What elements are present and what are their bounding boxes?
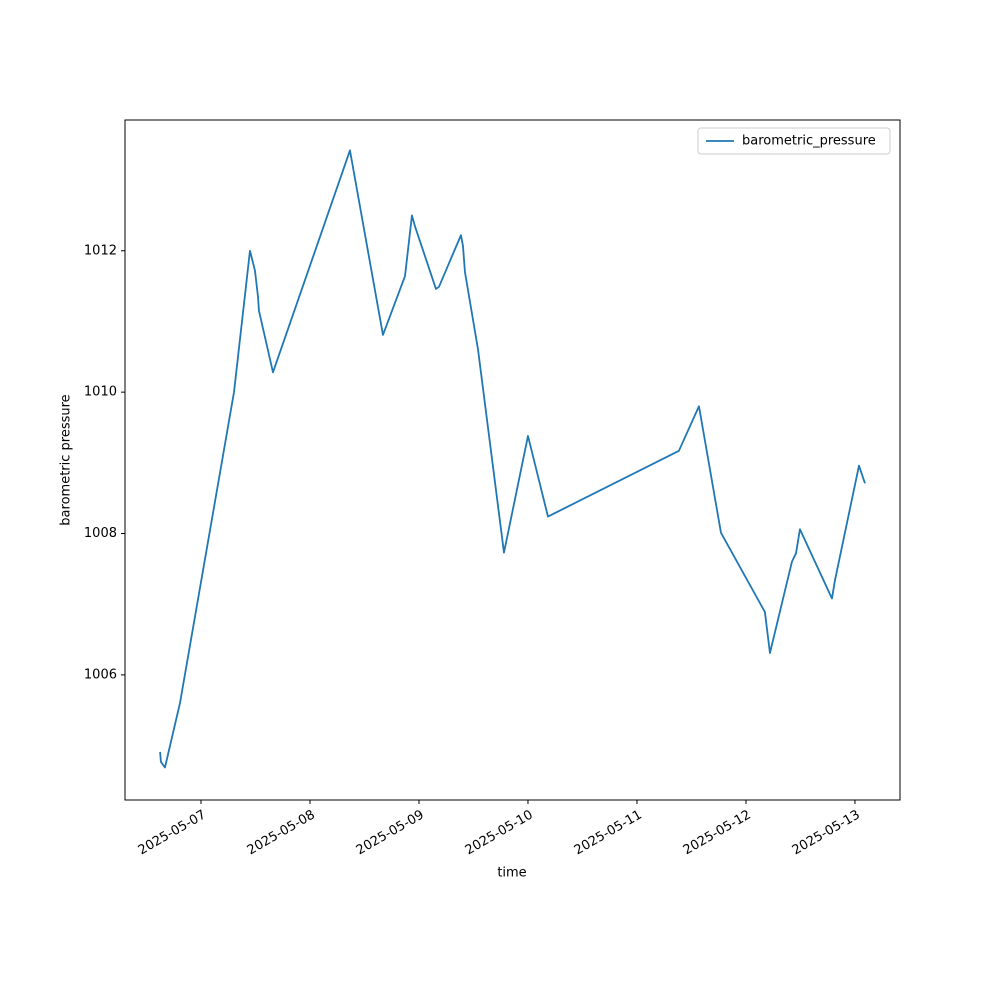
x-tick-label: 2025-05-07 <box>136 808 209 859</box>
y-tick-label: 1008 <box>84 526 117 541</box>
legend-box <box>697 127 891 155</box>
y-axis-label: barometric pressure <box>59 394 74 525</box>
plot-frame <box>124 119 901 801</box>
y-tick-label: 1006 <box>84 667 117 682</box>
legend: barometric_pressure <box>697 127 891 155</box>
x-axis-label: time <box>497 866 526 881</box>
y-tick-label: 1010 <box>84 385 117 400</box>
x-tick-label: 2025-05-13 <box>790 808 863 859</box>
line-series <box>159 149 866 769</box>
x-tick-label: 2025-05-09 <box>354 808 427 859</box>
y-tick-label: 1012 <box>84 243 117 258</box>
x-tick-label: 2025-05-08 <box>245 808 318 859</box>
x-tick-label: 2025-05-12 <box>681 808 754 859</box>
x-tick-label: 2025-05-10 <box>463 808 536 859</box>
x-tick-label: 2025-05-11 <box>572 808 645 859</box>
legend-label: barometric_pressure <box>742 134 876 149</box>
